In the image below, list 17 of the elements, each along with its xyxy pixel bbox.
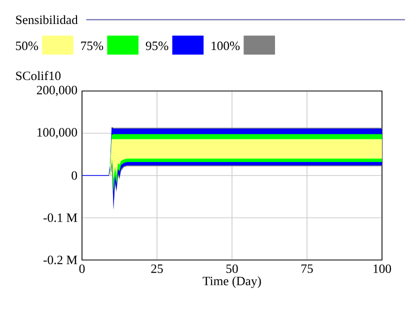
x-tick-label: 25 — [151, 264, 163, 273]
legend-label: 75% — [81, 42, 104, 50]
y-tick-label: -0.2 M — [44, 256, 78, 264]
x-tick-label: 0 — [79, 264, 85, 274]
y-tick-label: 100,000 — [37, 128, 78, 138]
x-tick-label: 100 — [374, 264, 392, 274]
legend-label: 95% — [146, 42, 168, 50]
legend-label: 100% — [212, 42, 240, 50]
legend-label: 50% — [16, 42, 38, 50]
x-tick-label: 75 — [302, 264, 313, 273]
x-axis-title: Time (Day) — [202, 276, 261, 288]
y-axis-title: SColif10 — [16, 71, 61, 80]
y-tick-label: 0 — [72, 171, 78, 180]
x-tick-label: 50 — [226, 264, 238, 274]
legend-title: Sensibilidad — [16, 15, 78, 24]
y-tick-label: -0.1 M — [44, 213, 78, 222]
y-tick-label: 200,000 — [36, 86, 78, 96]
